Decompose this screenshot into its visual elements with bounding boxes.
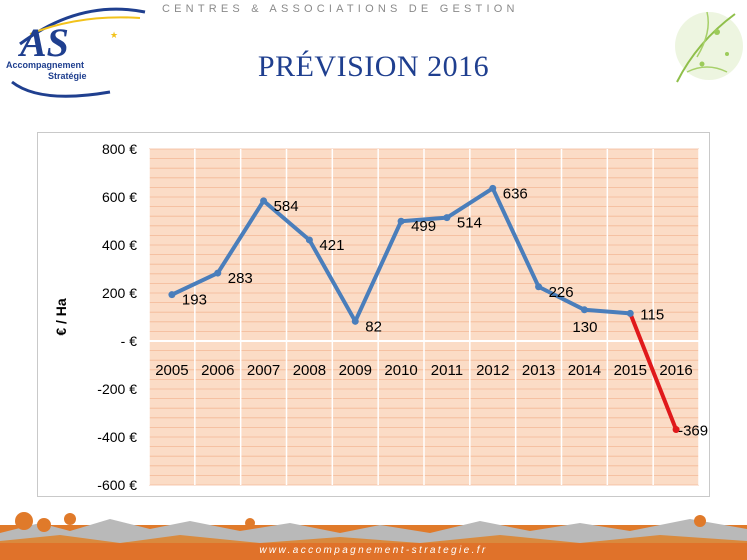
y-tick-label: -400 €: [97, 429, 137, 445]
data-label: 226: [549, 284, 574, 301]
x-tick-label: 2006: [201, 362, 234, 379]
data-label: 82: [365, 318, 382, 335]
y-tick-label: - €: [121, 333, 138, 349]
footer-landscape: [0, 512, 747, 560]
data-label: 130: [572, 319, 597, 336]
data-label: 514: [457, 215, 482, 232]
y-tick-label: -600 €: [97, 477, 137, 493]
y-tick-label: -200 €: [97, 381, 137, 397]
data-label: 283: [228, 270, 253, 287]
logo-swoosh-top: [19, 7, 146, 46]
data-point: [580, 306, 588, 314]
x-tick-label: 2012: [476, 362, 509, 379]
page-title: PRÉVISION 2016: [257, 50, 490, 83]
logo-line1: Accompagnement: [6, 60, 84, 70]
data-point: [260, 197, 268, 205]
data-point: [672, 426, 680, 434]
x-tick-label: 2005: [155, 362, 188, 379]
series-line-forecast: [628, 312, 678, 431]
x-tick-label: 2015: [614, 362, 647, 379]
data-label: 636: [503, 185, 528, 202]
data-label: 193: [182, 292, 207, 309]
y-axis-label: € / Ha: [53, 298, 69, 336]
data-label: 499: [411, 218, 436, 235]
logo-swoosh-bottom: [11, 80, 111, 98]
footer-url: www.accompagnement-strategie.fr: [259, 545, 488, 556]
logo-letters: AS: [17, 20, 69, 65]
chart-container: 800 € 600 € 400 € 200 € - € -200 € -400 € -600 …: [37, 132, 710, 497]
y-tick-label: 800 €: [102, 141, 137, 157]
data-label: -369: [678, 423, 708, 440]
y-tick-label: 200 €: [102, 285, 137, 301]
data-label: 115: [640, 306, 664, 323]
x-tick-label: 2007: [247, 362, 280, 379]
data-point: [214, 269, 222, 277]
data-point: [168, 291, 176, 299]
logo: AS Accompagnement Stratégie ★: [6, 7, 146, 98]
data-label: 421: [319, 237, 344, 254]
header-tagline: CENTRES & ASSOCIATIONS DE GESTION: [162, 3, 519, 15]
data-point: [351, 317, 359, 325]
y-tick-label: 600 €: [102, 189, 137, 205]
line-chart: 800 € 600 € 400 € 200 € - € -200 € -400 € -600 …: [53, 141, 708, 493]
x-tick-label: 2010: [384, 362, 417, 379]
x-tick-label: 2014: [568, 362, 601, 379]
data-label: 584: [274, 198, 299, 215]
y-tick-label: 400 €: [102, 237, 137, 253]
data-point: [443, 214, 451, 222]
data-point: [305, 236, 313, 244]
logo-swoosh-yellow: [29, 16, 141, 35]
logo-star-icon: ★: [110, 30, 118, 40]
data-point: [489, 184, 497, 192]
x-tick-label: 2009: [339, 362, 372, 379]
data-point: [535, 283, 543, 291]
data-point: [397, 217, 405, 225]
logo-line2: Stratégie: [48, 71, 87, 81]
x-tick-label: 2008: [293, 362, 326, 379]
x-tick-label: 2016: [659, 362, 692, 379]
floral-decoration-icon: [675, 11, 743, 83]
x-tick-label: 2011: [431, 362, 463, 379]
data-point: [626, 309, 634, 317]
x-tick-label: 2013: [522, 362, 555, 379]
